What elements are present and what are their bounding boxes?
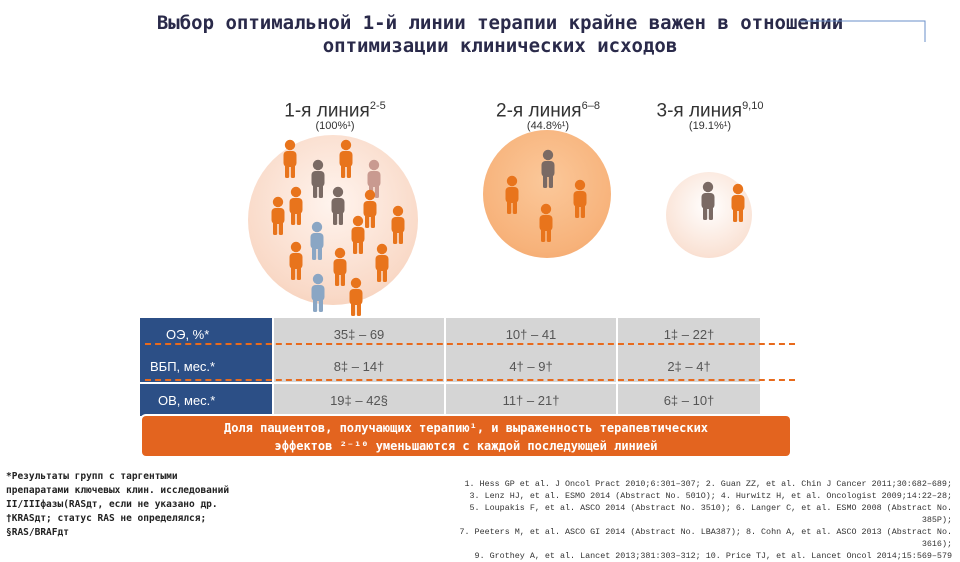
table-cell: 4† – 9†	[444, 350, 616, 382]
person-icon	[311, 159, 325, 198]
person-icon	[289, 186, 303, 225]
row-label: ОЭ, %*	[140, 318, 272, 350]
references: 1. Hess GP et al. J Oncol Pract 2010;6:3…	[440, 478, 952, 562]
person-icon	[333, 247, 347, 286]
table-cell: 6‡ – 10†	[616, 384, 760, 416]
person-icon	[505, 175, 519, 214]
summary-banner: Доля пациентов, получающих терапию¹, и в…	[142, 416, 790, 456]
decorative-corner-line	[800, 20, 926, 42]
row-label: ОВ, мес.*	[140, 384, 272, 416]
column-percent: (44.8%¹)	[526, 120, 570, 133]
footnote-line: §RAS/BRAFдт	[6, 527, 69, 538]
table-row-oe: ОЭ, %* 35‡ – 69 10† – 41 1‡ – 22†	[140, 318, 760, 350]
person-icon	[289, 241, 303, 280]
person-icon	[349, 277, 363, 316]
person-icon	[701, 181, 715, 220]
slide-title-line2: оптимизации клинических исходов	[322, 35, 678, 57]
reference-line: 1. Hess GP et al. J Oncol Pract 2010;6:3…	[464, 479, 952, 489]
column-sup: 2-5	[369, 100, 386, 112]
reference-line: 3. Lenz HJ, et al. ESMO 2014 (Abstract N…	[469, 491, 952, 501]
table-row-ov: ОВ, мес.* 19‡ – 42§ 11† – 21† 6‡ – 10†	[140, 384, 760, 416]
footnote-line: †KRASдт; статус RAS не определялся;	[6, 513, 207, 524]
person-icon	[539, 203, 553, 242]
column-percent: (19.1%¹)	[688, 120, 732, 133]
summary-banner-line2: эффектов ²⁻¹⁰ уменьшаются с каждой после…	[274, 439, 658, 453]
person-icon	[310, 221, 324, 260]
patient-figures	[271, 139, 745, 316]
reference-line: 5. Loupakis F, et al. ASCO 2014 (Abstrac…	[469, 503, 952, 525]
person-icon	[331, 186, 345, 225]
table-cell: 8‡ – 14†	[272, 350, 444, 382]
footnotes: *Результаты групп с таргентыми препарата…	[6, 470, 296, 540]
reference-line: 7. Peeters M, et al. ASCO GI 2014 (Abstr…	[459, 527, 952, 549]
person-icon	[311, 273, 325, 312]
column-sup: 9,10	[742, 100, 764, 112]
row-divider	[145, 343, 795, 345]
table-cell: 10† – 41	[444, 318, 616, 350]
column-header-line3: 3-я линия9,10 (19.1%¹)	[640, 100, 780, 132]
person-icon	[363, 189, 377, 228]
footnote-line: *Результаты групп с таргентыми	[6, 471, 178, 482]
person-icon	[573, 179, 587, 218]
column-label: 1-я линия	[284, 100, 370, 122]
table-row-vbp: ВБП, мес.* 8‡ – 14† 4† – 9† 2‡ – 4†	[140, 350, 760, 382]
row-divider	[145, 379, 795, 381]
column-label: 3-я линия	[656, 100, 743, 122]
person-icon	[283, 139, 297, 178]
column-sup: 6–8	[581, 100, 600, 112]
person-icon	[375, 243, 389, 282]
summary-banner-line1: Доля пациентов, получающих терапию¹, и в…	[223, 421, 709, 435]
column-header-line2: 2-я линия6–8 (44.8%¹)	[478, 100, 618, 132]
person-icon	[391, 205, 405, 244]
person-icon	[339, 139, 353, 178]
person-icon	[731, 183, 745, 222]
reference-line: 9. Grothey A, et al. Lancet 2013;381:303…	[474, 551, 952, 561]
person-icon	[351, 215, 365, 254]
table-cell: 35‡ – 69	[272, 318, 444, 350]
person-icon	[271, 196, 285, 235]
column-percent: (100%¹)	[315, 120, 355, 133]
column-header-line1: 1-я линия2-5 (100%¹)	[270, 100, 400, 132]
table-cell: 2‡ – 4†	[616, 350, 760, 382]
slide-title: Выбор оптимальной 1-й линии терапии край…	[60, 12, 940, 58]
table-cell: 1‡ – 22†	[616, 318, 760, 350]
footnote-line: II/IIIфазы(RASдт, если не указано др.	[6, 499, 218, 510]
person-icon	[541, 149, 555, 188]
slide-title-line1: Выбор оптимальной 1-й линии терапии край…	[156, 12, 844, 34]
table-cell: 11† – 21†	[444, 384, 616, 416]
footnote-line: препаратами ключевых клин. исследований	[6, 485, 230, 496]
row-label: ВБП, мес.*	[140, 350, 272, 382]
table-cell: 19‡ – 42§	[272, 384, 444, 416]
column-label: 2-я линия	[496, 100, 582, 122]
